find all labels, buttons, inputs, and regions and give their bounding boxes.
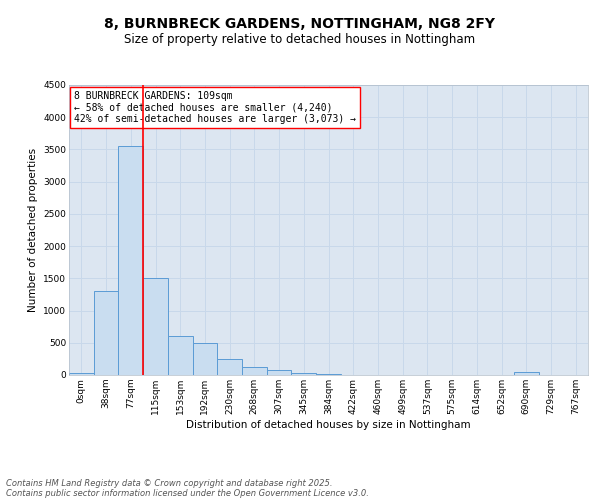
Bar — [267, 370, 292, 375]
Text: 8, BURNBRECK GARDENS, NOTTINGHAM, NG8 2FY: 8, BURNBRECK GARDENS, NOTTINGHAM, NG8 2F… — [104, 18, 496, 32]
Bar — [168, 336, 193, 375]
Text: Contains HM Land Registry data © Crown copyright and database right 2025.: Contains HM Land Registry data © Crown c… — [6, 478, 332, 488]
Bar — [143, 278, 168, 375]
Bar — [94, 291, 118, 375]
Y-axis label: Number of detached properties: Number of detached properties — [28, 148, 38, 312]
Text: Size of property relative to detached houses in Nottingham: Size of property relative to detached ho… — [124, 32, 476, 46]
Bar — [514, 372, 539, 375]
Bar — [242, 368, 267, 375]
Text: Contains public sector information licensed under the Open Government Licence v3: Contains public sector information licen… — [6, 488, 369, 498]
Text: 8 BURNBRECK GARDENS: 109sqm
← 58% of detached houses are smaller (4,240)
42% of : 8 BURNBRECK GARDENS: 109sqm ← 58% of det… — [74, 91, 356, 124]
Bar — [292, 373, 316, 375]
Bar — [193, 343, 217, 375]
Bar — [69, 374, 94, 375]
X-axis label: Distribution of detached houses by size in Nottingham: Distribution of detached houses by size … — [186, 420, 471, 430]
Bar — [118, 146, 143, 375]
Bar — [316, 374, 341, 375]
Bar — [217, 359, 242, 375]
